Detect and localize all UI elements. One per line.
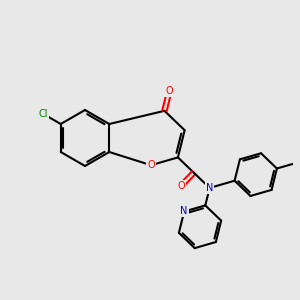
Text: N: N (206, 183, 213, 193)
Text: Cl: Cl (39, 109, 48, 119)
Text: O: O (147, 160, 155, 170)
Text: O: O (178, 181, 185, 190)
Text: N: N (181, 206, 188, 217)
Text: O: O (166, 86, 173, 96)
